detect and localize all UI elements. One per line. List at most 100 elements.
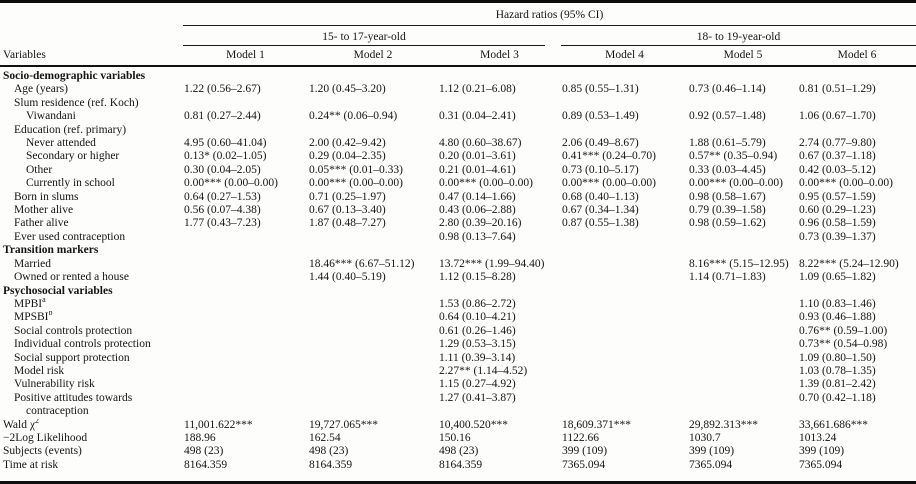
cell-value	[561, 392, 688, 419]
cell-value: 0.43 (0.06–2.88)	[439, 204, 516, 217]
row-label: Vulnerability risk	[14, 378, 95, 391]
cell-value: 0.60 (0.29–1.23)	[799, 204, 876, 217]
table-row: Other 0.30 (0.04–2.05) 0.05*** (0.01–0.33)…	[0, 164, 916, 177]
table-row: Ever used contraception 0.98 (0.13–7.64) 0…	[0, 231, 916, 244]
cell-value: 399 (109)	[799, 445, 845, 458]
model-header-row: Variables Model 1 Model 2 Model 3 Model 4 Mo…	[0, 46, 916, 67]
cell-value	[688, 231, 798, 244]
cell-value: 18.46*** (6.67–51.12)	[309, 257, 415, 270]
cell-value: 0.73 (0.39–1.37)	[799, 230, 876, 243]
cell-value: 1.22 (0.56–2.67)	[184, 83, 261, 96]
cell-value: 0.30 (0.04–2.05)	[184, 163, 261, 176]
cell-value	[561, 66, 688, 83]
cell-value	[688, 124, 798, 137]
cell-value	[183, 97, 308, 110]
cell-value: 11,001.622***	[184, 418, 253, 431]
cell-value: 8164.359	[184, 458, 228, 471]
cell-value: 0.67 (0.13–3.40)	[309, 204, 386, 217]
cell-value: 1.12 (0.15–8.28)	[439, 271, 516, 284]
table-title: Hazard ratios (95% CI)	[183, 3, 916, 26]
table-row: Owned or rented a house 1.44 (0.40–5.19) 1…	[0, 271, 916, 284]
model-header-4: Model 4	[561, 46, 688, 67]
row-label: Other	[26, 163, 53, 176]
cell-value: 8164.359	[439, 458, 483, 471]
table-row: Currently in school 0.00*** (0.00–0.00) 0.…	[0, 177, 916, 190]
cell-value	[688, 298, 798, 311]
table-row: Subjects (events) 498 (23) 498 (23) 498 (23…	[0, 445, 916, 458]
table-row: Mother alive 0.56 (0.07–4.38) 0.67 (0.13–3…	[0, 204, 916, 217]
table-row: MPSBIb 0.64 (0.10–4.21) 0.93 (0.46–1.88)	[0, 311, 916, 324]
cell-value: 0.47 (0.14–1.66)	[439, 190, 516, 203]
cell-value: 0.95 (0.57–1.59)	[799, 190, 876, 203]
cell-value	[688, 285, 798, 298]
cell-value: 19,727.065***	[309, 418, 378, 431]
cell-value	[308, 285, 438, 298]
cell-value	[183, 392, 308, 419]
cell-value: 188.96	[184, 431, 216, 444]
cell-value: 0.41*** (0.24–0.70)	[562, 150, 656, 163]
cell-value	[308, 231, 438, 244]
row-label: Model risk	[14, 364, 65, 377]
cell-value	[561, 231, 688, 244]
table-row: Socio-demographic variables	[0, 66, 916, 83]
row-label: Social support protection	[14, 351, 130, 364]
cell-value: 2.27** (1.14–4.52)	[439, 364, 528, 377]
cell-value: 2.00 (0.42–9.42)	[309, 137, 386, 150]
table-body: Socio-demographic variables Age (years) 1.…	[0, 66, 916, 472]
cell-value: 1.39 (0.81–2.42)	[799, 378, 876, 391]
variables-column-header: Variables	[0, 46, 183, 67]
row-label: Transition markers	[3, 244, 99, 257]
cell-value: 0.05*** (0.01–0.33)	[309, 163, 403, 176]
cell-value	[688, 352, 798, 365]
cell-value: 1.12 (0.21–6.08)	[439, 83, 516, 96]
cell-value: 1030.7	[689, 431, 721, 444]
cell-value	[183, 378, 308, 391]
cell-value: 399 (109)	[689, 445, 735, 458]
cell-value	[561, 124, 688, 137]
cell-value: 0.00*** (0.00–0.00)	[562, 177, 656, 190]
cell-value	[798, 244, 916, 257]
cell-value	[183, 338, 308, 351]
cell-value: 1.11 (0.39–3.14)	[439, 351, 516, 364]
cell-value: 2.06 (0.49–8.67)	[562, 137, 639, 150]
cell-value: 0.96 (0.58–1.59)	[799, 217, 876, 230]
cell-value	[438, 285, 561, 298]
table-row: Viwandani 0.81 (0.27–2.44) 0.24** (0.06–0.…	[0, 110, 916, 123]
cell-value: 0.00*** (0.00–0.00)	[184, 177, 278, 190]
model-header-2: Model 2	[308, 46, 438, 67]
cell-value: 0.98 (0.58–1.67)	[689, 190, 766, 203]
cell-value: 0.24** (0.06–0.94)	[309, 110, 398, 123]
row-label: Never attended	[26, 137, 96, 150]
row-label: Ever used contraception	[14, 230, 126, 243]
table-row: Individual controls protection 1.29 (0.53…	[0, 338, 916, 351]
cell-value	[183, 231, 308, 244]
row-label: Subjects (events)	[3, 445, 82, 458]
cell-value: 0.56 (0.07–4.38)	[184, 204, 261, 217]
table-row: −2Log Likelihood 188.96 162.54 150.16 1122.6…	[0, 432, 916, 445]
cell-value	[183, 258, 308, 271]
cell-value: 1.15 (0.27–4.92)	[439, 378, 516, 391]
table-row: Social controls protection 0.61 (0.26–1.4…	[0, 325, 916, 338]
spanning-title-row: Hazard ratios (95% CI)	[0, 3, 916, 26]
row-label: Socio-demographic variables	[3, 70, 146, 82]
cell-value	[308, 298, 438, 311]
row-label: Wald χ2	[3, 418, 39, 431]
table-row: Social support protection 1.11 (0.39–3.14…	[0, 352, 916, 365]
cell-value	[308, 392, 438, 419]
cell-value	[308, 311, 438, 324]
table-row: Education (ref. primary)	[0, 124, 916, 137]
cell-value: 0.57** (0.35–0.94)	[689, 150, 778, 163]
cell-value: 0.31 (0.04–2.41)	[439, 110, 516, 123]
age-group-15-17: 15- to 17-year-old	[183, 31, 545, 46]
cell-value	[308, 325, 438, 338]
row-label: Owned or rented a house	[14, 271, 129, 284]
row-label: Born in slums	[14, 190, 79, 203]
cell-value: 1.44 (0.40–5.19)	[309, 271, 386, 284]
cell-value: 1.53 (0.86–2.72)	[439, 297, 516, 310]
cell-value	[688, 311, 798, 324]
table-row: MPBIa 1.53 (0.86–2.72) 1.10 (0.83–1.46)	[0, 298, 916, 311]
cell-value	[561, 338, 688, 351]
row-label: Age (years)	[14, 83, 68, 96]
cell-value	[561, 325, 688, 338]
cell-value: 0.93 (0.46–1.88)	[799, 311, 876, 324]
